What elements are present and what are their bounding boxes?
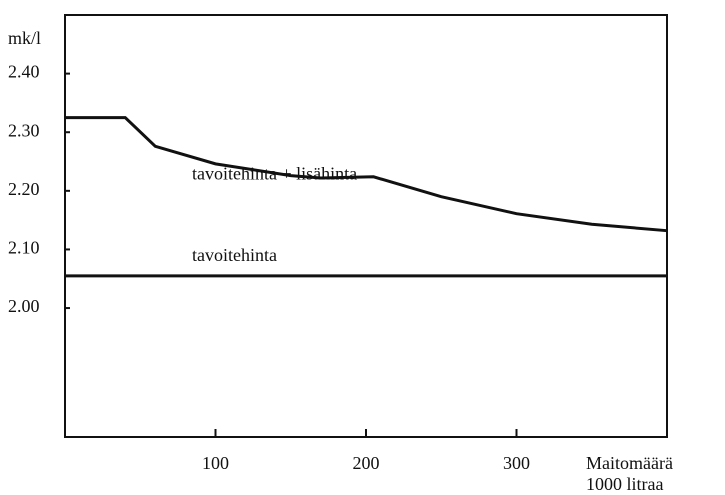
x-tick-label: 100 (202, 453, 229, 473)
y-tick-label: 2.00 (8, 296, 40, 316)
x-axis-label: Maitomäärä (586, 453, 673, 473)
x-tick-label: 200 (353, 453, 380, 473)
y-tick-label: 2.20 (8, 179, 40, 199)
series-line (65, 116, 668, 233)
y-tick-label: 2.10 (8, 238, 40, 258)
x-axis-label: 1000 litraa (586, 474, 663, 494)
series-label: tavoitehinta + lisähinta (192, 164, 357, 184)
y-tick-label: 2.30 (8, 120, 40, 140)
series-label: tavoitehinta (192, 245, 277, 265)
plot-frame (64, 14, 668, 438)
x-tick-label: 300 (503, 453, 530, 473)
y-tick-label: 2.40 (8, 62, 40, 82)
y-axis-label: mk/l (8, 28, 41, 48)
